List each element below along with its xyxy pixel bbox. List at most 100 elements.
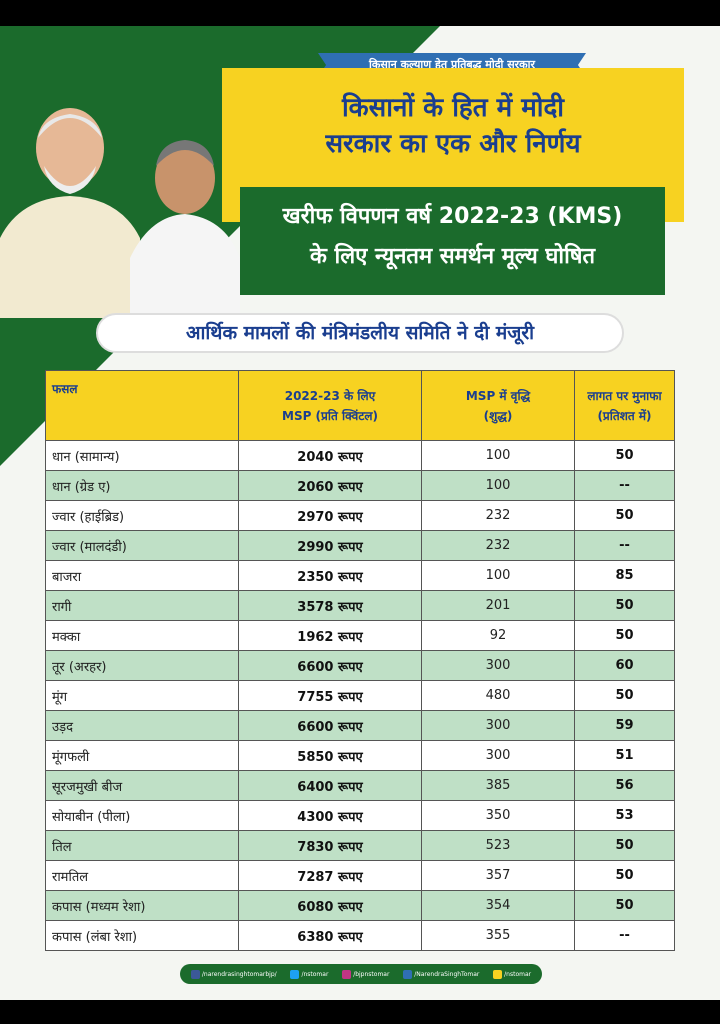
crop-cell: मूंग <box>45 680 239 711</box>
social-footer: /narendrasinghtomarbjp/ /nstomar/bjpnstom… <box>180 964 542 984</box>
increase-cell: 300 <box>421 740 575 771</box>
social-handle-text: /NarendraSinghTomar <box>414 970 480 978</box>
table-row: ज्वार (मालदंडी) 2990 रूपए 232 -- <box>45 530 675 561</box>
profit-cell: 50 <box>574 830 675 861</box>
msp-cell: 7755 रूपए <box>238 680 422 711</box>
header-increase-line-1: MSP में वृद्धि <box>465 388 531 403</box>
profit-cell: 51 <box>574 740 675 771</box>
increase-cell: 523 <box>421 830 575 861</box>
profit-cell: 53 <box>574 800 675 831</box>
koo-bird-icon <box>493 969 503 979</box>
subheadline-box: खरीफ विपणन वर्ष 2022-23 (KMS) के लिए न्य… <box>240 187 665 295</box>
msp-cell: 2970 रूपए <box>238 500 422 531</box>
table-row: सूरजमुखी बीज 6400 रूपए 385 56 <box>45 770 675 801</box>
table-row: उड़द 6600 रूपए 300 59 <box>45 710 675 741</box>
msp-cell: 6080 रूपए <box>238 890 422 921</box>
table-row: सोयाबीन (पीला) 4300 रूपए 350 53 <box>45 800 675 831</box>
table-row: मक्का 1962 रूपए 92 50 <box>45 620 675 651</box>
crop-cell: धान (ग्रेड ए) <box>45 470 239 501</box>
header-msp-line-2: MSP (प्रति क्विंटल) <box>282 408 378 423</box>
headline: किसानों के हित में मोदी सरकार का एक और न… <box>222 90 684 162</box>
msp-cell: 4300 रूपए <box>238 800 422 831</box>
table-header-row: फसल 2022-23 के लिए MSP (प्रति क्विंटल) MS… <box>45 370 675 441</box>
msp-table: फसल 2022-23 के लिए MSP (प्रति क्विंटल) MS… <box>45 370 675 951</box>
social-handle[interactable]: /nstomar <box>493 969 531 979</box>
social-handle[interactable]: /NarendraSinghTomar <box>403 969 480 979</box>
headline-line-1: किसानों के हित में मोदी <box>341 93 565 123</box>
table-row: कपास (लंबा रेशा) 6380 रूपए 355 -- <box>45 920 675 951</box>
social-handle-text: /nstomar <box>301 970 329 978</box>
leaders-portrait-image <box>0 108 240 318</box>
table-row: तिल 7830 रूपए 523 50 <box>45 830 675 861</box>
table-body: धान (सामान्य) 2040 रूपए 100 50 धान (ग्रेड ए)… <box>45 440 675 951</box>
increase-cell: 232 <box>421 530 575 561</box>
table-row: रागी 3578 रूपए 201 50 <box>45 590 675 621</box>
header-increase-line-2: (शुद्ध) <box>483 408 513 423</box>
twitter-icon <box>290 969 300 979</box>
header-msp-line-1: 2022-23 के लिए <box>284 388 376 403</box>
table-row: धान (ग्रेड ए) 2060 रूपए 100 -- <box>45 470 675 501</box>
social-handle-text: /bjpnstomar <box>353 970 390 978</box>
profit-cell: 60 <box>574 650 675 681</box>
crop-cell: ज्वार (मालदंडी) <box>45 530 239 561</box>
header-increase: MSP में वृद्धि (शुद्ध) <box>421 370 575 441</box>
social-handle-text: /narendrasinghtomarbjp/ <box>201 970 277 978</box>
crop-cell: उड़द <box>45 710 239 741</box>
header-msp: 2022-23 के लिए MSP (प्रति क्विंटल) <box>238 370 422 441</box>
increase-cell: 355 <box>421 920 575 951</box>
table-row: मूंग 7755 रूपए 480 50 <box>45 680 675 711</box>
profit-cell: 50 <box>574 590 675 621</box>
profit-cell: 50 <box>574 440 675 471</box>
increase-cell: 300 <box>421 710 575 741</box>
profit-cell: 56 <box>574 770 675 801</box>
crop-cell: मक्का <box>45 620 239 651</box>
profit-cell: 50 <box>574 860 675 891</box>
crop-cell: सोयाबीन (पीला) <box>45 800 239 831</box>
table-row: कपास (मध्यम रेशा) 6080 रूपए 354 50 <box>45 890 675 921</box>
increase-cell: 232 <box>421 500 575 531</box>
profit-cell: 50 <box>574 620 675 651</box>
profit-cell: -- <box>574 530 675 561</box>
increase-cell: 300 <box>421 650 575 681</box>
increase-cell: 385 <box>421 770 575 801</box>
instagram-icon <box>342 969 352 979</box>
social-handle[interactable]: /nstomar <box>290 969 329 979</box>
crop-cell: तूर (अरहर) <box>45 650 239 681</box>
social-handle[interactable]: /bjpnstomar <box>342 969 390 979</box>
msp-cell: 2350 रूपए <box>238 560 422 591</box>
header-crop: फसल <box>45 370 239 441</box>
header-profit: लागत पर मुनाफा (प्रतिशत में) <box>574 370 675 441</box>
headline-line-2: सरकार का एक और निर्णय <box>325 129 581 159</box>
increase-cell: 350 <box>421 800 575 831</box>
msp-cell: 3578 रूपए <box>238 590 422 621</box>
header-profit-line-2: (प्रतिशत में) <box>597 408 652 423</box>
social-handle[interactable]: /narendrasinghtomarbjp/ <box>190 969 277 979</box>
msp-cell: 7287 रूपए <box>238 860 422 891</box>
increase-cell: 201 <box>421 590 575 621</box>
profit-cell: -- <box>574 470 675 501</box>
approval-pill: आर्थिक मामलों की मंत्रिमंडलीय समिति ने द… <box>96 313 624 353</box>
koo-icon <box>403 969 413 979</box>
crop-cell: कपास (मध्यम रेशा) <box>45 890 239 921</box>
increase-cell: 354 <box>421 890 575 921</box>
crop-cell: कपास (लंबा रेशा) <box>45 920 239 951</box>
increase-cell: 480 <box>421 680 575 711</box>
msp-cell: 2040 रूपए <box>238 440 422 471</box>
profit-cell: 59 <box>574 710 675 741</box>
table-row: धान (सामान्य) 2040 रूपए 100 50 <box>45 440 675 471</box>
msp-cell: 6600 रूपए <box>238 710 422 741</box>
msp-cell: 6400 रूपए <box>238 770 422 801</box>
msp-cell: 2060 रूपए <box>238 470 422 501</box>
table-row: मूंगफली 5850 रूपए 300 51 <box>45 740 675 771</box>
profit-cell: 50 <box>574 680 675 711</box>
profit-cell: 85 <box>574 560 675 591</box>
crop-cell: सूरजमुखी बीज <box>45 770 239 801</box>
increase-cell: 92 <box>421 620 575 651</box>
crop-cell: बाजरा <box>45 560 239 591</box>
increase-cell: 357 <box>421 860 575 891</box>
subheadline-line-1: खरीफ विपणन वर्ष 2022-23 (KMS) <box>282 204 623 229</box>
increase-cell: 100 <box>421 560 575 591</box>
poster: किसान कल्याण हेतु प्रतिबद्ध मोदी सरकार क… <box>0 26 720 1000</box>
table-row: बाजरा 2350 रूपए 100 85 <box>45 560 675 591</box>
table-row: ज्वार (हाईब्रिड) 2970 रूपए 232 50 <box>45 500 675 531</box>
